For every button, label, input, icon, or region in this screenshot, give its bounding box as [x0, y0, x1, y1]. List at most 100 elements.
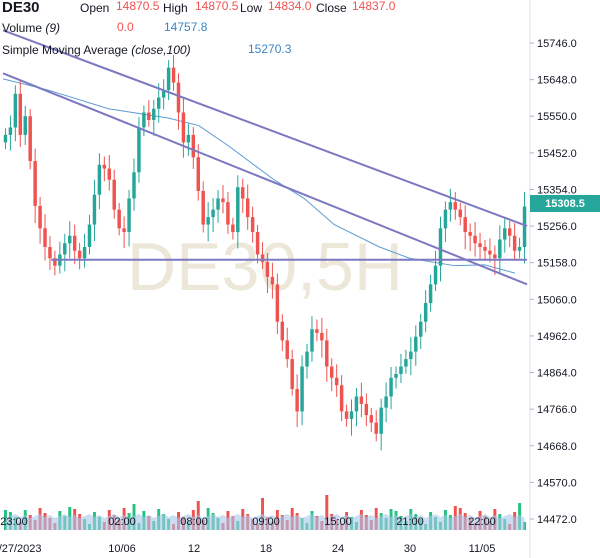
- candle-body: [23, 116, 27, 135]
- candle-body: [334, 377, 339, 386]
- candle-body: [82, 247, 87, 259]
- candle-body: [320, 332, 324, 341]
- trendline-2: [2, 72, 528, 286]
- volume-pane: [3, 495, 527, 530]
- candle-body: [250, 217, 255, 233]
- high-label: High: [163, 1, 188, 15]
- candle-body: [201, 190, 205, 225]
- date-tick-label: 24: [332, 543, 344, 555]
- candle-body: [176, 82, 181, 113]
- candle-body: [330, 366, 334, 378]
- candle-body: [171, 67, 176, 83]
- open-label: Open: [80, 1, 110, 15]
- candle-body: [404, 359, 408, 367]
- candle-body: [63, 243, 67, 255]
- candle-body: [211, 209, 215, 218]
- date-tick-label: 11/05: [469, 543, 496, 555]
- candle-body: [418, 321, 423, 337]
- trendlines[interactable]: [2, 29, 528, 286]
- candle-body: [186, 134, 191, 143]
- candle-body: [122, 228, 126, 233]
- chart-legend: DE30 Open 14870.5 High 14870.5 Low 14834…: [0, 0, 530, 60]
- last-price-badge-text: 15308.5: [545, 198, 585, 210]
- volume-indicator-label[interactable]: Volume (9): [2, 21, 61, 35]
- candle-body: [295, 388, 299, 412]
- candle-body: [3, 134, 8, 143]
- candle-body: [72, 235, 77, 251]
- last-price-badge: 15308.5: [530, 195, 600, 212]
- candle-body: [8, 127, 13, 135]
- candle-body: [255, 232, 260, 255]
- price-tick-label: 15452.0: [537, 148, 577, 160]
- candle-body: [112, 179, 116, 210]
- trendline-1: [2, 29, 528, 228]
- close-label: Close: [316, 1, 347, 15]
- low-value: 14834.0: [268, 0, 312, 13]
- low-label: Low: [240, 1, 263, 15]
- candle-body: [48, 247, 52, 259]
- price-tick-label: 15158.0: [537, 258, 577, 270]
- candle-body: [507, 228, 512, 236]
- candle-body: [503, 228, 507, 240]
- time-axis[interactable]: 23:00 09/27/2023 02:00 10/06 08:00 12 09:00 18 1…: [0, 516, 496, 555]
- candle-body: [473, 235, 477, 244]
- candle-body: [28, 116, 32, 162]
- candle-body: [196, 157, 200, 191]
- symbol-title[interactable]: DE30: [2, 0, 40, 16]
- candle-body: [132, 172, 136, 199]
- price-tick-label: 14962.0: [537, 331, 577, 343]
- candle-body: [270, 276, 275, 285]
- candle-body: [428, 284, 433, 304]
- last-price-badge-bg: [530, 195, 600, 212]
- volume-value: 0.0: [117, 20, 134, 34]
- candle-body: [448, 202, 453, 210]
- candle-body: [260, 254, 265, 262]
- price-axis[interactable]: 15746.0 15648.0 15550.0 15452.0 15354.0 15256…: [529, 0, 577, 558]
- candle-body: [453, 202, 458, 210]
- candle-body: [517, 247, 522, 251]
- date-tick-label: 09/27/2023: [0, 543, 42, 555]
- candle-body: [463, 217, 467, 233]
- candle-body: [493, 254, 497, 259]
- candle-body: [33, 161, 37, 206]
- sma-indicator-label[interactable]: Simple Moving Average (close,100): [2, 43, 191, 57]
- volume-bar: [3, 510, 7, 530]
- candle-body: [433, 265, 438, 285]
- candle-body: [310, 329, 314, 352]
- candle-body: [166, 67, 171, 91]
- price-tick-label: 14668.0: [537, 441, 577, 453]
- candle-body: [216, 198, 220, 210]
- price-tick-label: 15256.0: [537, 221, 577, 233]
- candle-body: [38, 205, 42, 229]
- candle-body: [483, 247, 487, 251]
- volume-ma-value: 14757.8: [164, 20, 208, 34]
- candle-body: [275, 284, 280, 322]
- volume-bar: [325, 495, 329, 530]
- time-tick-label: 21:00: [396, 516, 424, 528]
- price-tick-label: 14570.0: [537, 477, 577, 489]
- candle-body: [97, 164, 102, 195]
- close-value: 14837.0: [352, 0, 396, 13]
- candle-body: [127, 198, 131, 233]
- watermark-text: DE30,5H: [127, 229, 403, 305]
- candle-body: [87, 224, 92, 247]
- candle-body: [231, 224, 235, 233]
- candle-body: [117, 209, 121, 229]
- candle-body: [77, 250, 82, 259]
- candle-body: [305, 351, 309, 367]
- volume-ma-area: [5, 514, 525, 530]
- candle-body: [522, 206, 527, 247]
- candle-body: [142, 112, 146, 128]
- watermark: DE30,5H: [127, 229, 403, 305]
- sma-value: 15270.3: [248, 42, 292, 56]
- time-tick-label: 02:00: [108, 516, 136, 528]
- candle-body: [354, 396, 359, 412]
- candle-body: [156, 97, 161, 109]
- candle-body: [374, 422, 378, 434]
- time-tick-label: 09:00: [252, 516, 280, 528]
- volume-bar: [261, 498, 265, 530]
- date-tick-label: 18: [260, 543, 272, 555]
- candle-body: [152, 108, 156, 120]
- candle-body: [206, 217, 210, 225]
